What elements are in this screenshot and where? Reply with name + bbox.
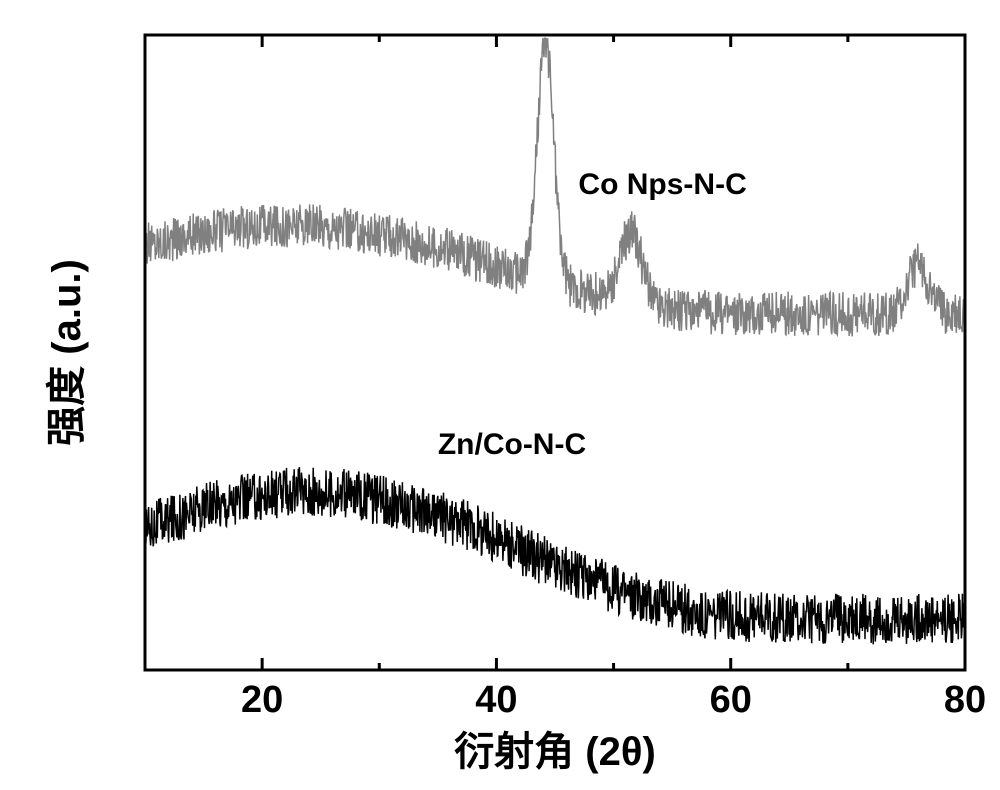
series-label-zn-co: Zn/Co-N-C	[438, 428, 586, 461]
chart-svg: 20 40 60 80 衍射角 (2θ) 强度 (a.u.) Co Nps-N-C Zn/Co…	[0, 0, 1000, 790]
series-label-co-nps: Co Nps-N-C	[578, 168, 746, 201]
x-tick-label: 60	[710, 679, 752, 721]
xrd-chart: 20 40 60 80 衍射角 (2θ) 强度 (a.u.) Co Nps-N-C Zn/Co…	[0, 0, 1000, 790]
x-axis-label: 衍射角 (2θ)	[454, 730, 656, 774]
y-axis-label: 强度 (a.u.)	[45, 259, 89, 446]
x-tick-label: 80	[944, 679, 986, 721]
x-tick-label: 40	[475, 679, 517, 721]
x-tick-label: 20	[241, 679, 283, 721]
